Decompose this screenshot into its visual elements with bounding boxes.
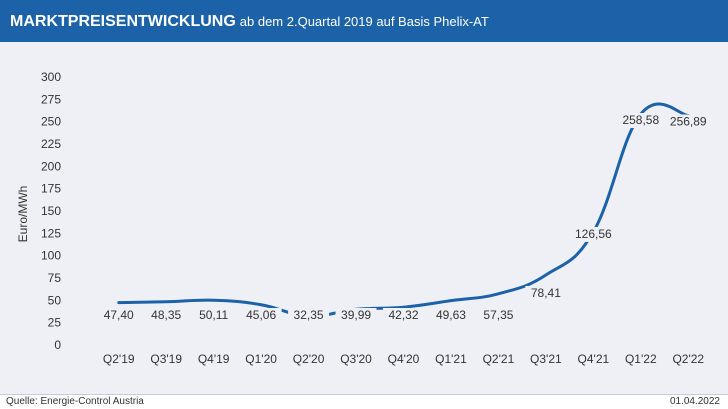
- x-tick-label: Q2'20: [293, 352, 325, 366]
- data-label-bg: [616, 113, 665, 129]
- y-tick-label: 300: [41, 70, 61, 84]
- data-label: 42,32: [383, 308, 424, 323]
- data-label: 258,58: [616, 113, 665, 129]
- y-tick-label: 50: [48, 293, 62, 307]
- data-label-bg: [477, 308, 519, 323]
- x-tick-label: Q4'19: [198, 352, 230, 366]
- data-label: 50,11: [193, 308, 235, 323]
- x-tick-label: Q1'22: [625, 352, 657, 366]
- y-tick-label: 175: [41, 182, 61, 196]
- series-line: [117, 102, 690, 318]
- data-label-text: 256,89: [670, 115, 707, 129]
- data-label-text: 258,58: [622, 113, 659, 127]
- x-tick-label: Q2'19: [103, 352, 135, 366]
- data-label: 39,99: [335, 308, 377, 323]
- data-label-bg: [664, 114, 713, 130]
- data-label-text: 50,11: [199, 308, 228, 322]
- data-label-bg: [288, 308, 330, 323]
- data-label: 32,35: [288, 308, 330, 323]
- data-label-text: 39,99: [341, 308, 371, 322]
- data-label: 47,40: [98, 308, 140, 323]
- chart-title: MARKTPREISENTWICKLUNG ab dem 2.Quartal 20…: [10, 13, 489, 31]
- data-label-text: 42,32: [388, 308, 418, 322]
- y-tick-label: 125: [41, 226, 61, 240]
- footer-bar: Quelle: Energie-Control Austria 01.04.20…: [0, 394, 728, 409]
- x-tick-label: Q1'21: [435, 352, 467, 366]
- data-label-bg: [383, 308, 424, 323]
- y-tick-label: 75: [48, 271, 62, 285]
- x-tick-label: Q4'21: [578, 352, 610, 366]
- y-tick-label: 275: [41, 92, 61, 106]
- x-tick-label: Q3'19: [150, 352, 182, 366]
- line-chart: 0 25 50 75 100 125 150 175 200 225 250 275 300 Q2'19…: [16, 70, 713, 366]
- x-tick-label: Q3'21: [530, 352, 562, 366]
- data-label-bg: [145, 308, 187, 323]
- y-tick-label: 100: [41, 249, 61, 263]
- x-tick-label: Q4'20: [388, 352, 420, 366]
- data-label: 45,06: [240, 308, 282, 323]
- y-tick-label: 225: [41, 137, 61, 151]
- x-tick-label: Q1'20: [245, 352, 277, 366]
- x-tick-label: Q2'21: [483, 352, 515, 366]
- data-label-text: 57,35: [483, 308, 513, 322]
- title-main: MARKTPREISENTWICKLUNG: [10, 13, 236, 30]
- plot-background: [0, 42, 728, 394]
- date-note: 01.04.2022: [669, 396, 720, 407]
- data-label: 57,35: [477, 308, 519, 323]
- data-label-text: 48,35: [151, 308, 181, 322]
- y-axis-label: Euro/MWh: [16, 186, 30, 243]
- data-label-bg: [569, 226, 618, 242]
- y-tick-label: 0: [54, 338, 61, 352]
- data-labels: 47,40 48,35 50,11 45,06 32,35 39,99 42,32 49,63…: [98, 113, 713, 323]
- data-label: 78,41: [525, 285, 567, 301]
- data-label-bg: [193, 308, 235, 323]
- data-label-text: 32,35: [294, 308, 324, 322]
- x-tick-label: Q3'20: [340, 352, 372, 366]
- data-label-text: 47,40: [104, 308, 134, 322]
- data-label-text: 78,41: [531, 286, 561, 300]
- y-axis-ticks: 0 25 50 75 100 125 150 175 200 225 250 275 300: [41, 70, 61, 352]
- data-label-bg: [240, 308, 282, 323]
- x-tick-label: Q2'22: [672, 352, 704, 366]
- title-subtitle: ab dem 2.Quartal 2019 auf Basis Phelix-A…: [239, 14, 489, 29]
- data-label-text: 49,63: [436, 308, 466, 322]
- y-tick-label: 200: [41, 159, 61, 173]
- data-label: 256,89: [664, 114, 713, 130]
- data-label-bg: [430, 308, 472, 323]
- data-label: 126,56: [569, 226, 618, 242]
- data-label-text: 45,06: [246, 308, 276, 322]
- data-label-bg: [525, 285, 567, 301]
- source-note: Quelle: Energie-Control Austria: [6, 396, 144, 407]
- data-label-bg: [98, 308, 140, 323]
- y-tick-label: 25: [48, 316, 62, 330]
- header-bar: MARKTPREISENTWICKLUNG ab dem 2.Quartal 20…: [0, 0, 728, 42]
- data-label: 48,35: [145, 308, 187, 323]
- y-tick-label: 150: [41, 204, 61, 218]
- x-axis-ticks: Q2'19 Q3'19 Q4'19 Q1'20 Q2'20 Q3'20 Q4'20 Q1'21…: [103, 352, 705, 366]
- data-label: 49,63: [430, 308, 472, 323]
- data-label-text: 126,56: [575, 227, 612, 241]
- data-label-bg: [335, 308, 377, 323]
- y-tick-label: 250: [41, 115, 61, 129]
